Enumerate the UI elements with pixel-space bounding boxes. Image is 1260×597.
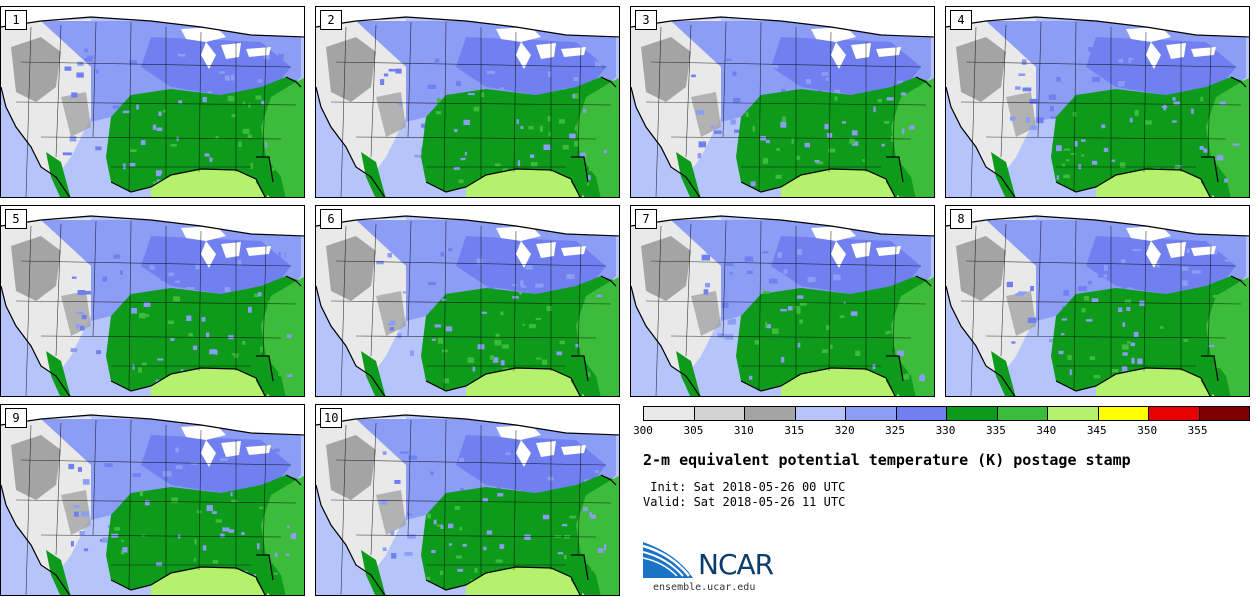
colorbar-segment — [1199, 407, 1249, 420]
colorbar-tick-label: 320 — [834, 424, 855, 437]
colorbar-segment — [1048, 407, 1099, 420]
ensemble-member-map: 4 — [945, 6, 1250, 198]
colorbar-tick-label: 300 — [633, 424, 653, 437]
colorbar-ticks: 300 305 310 315 320 325 330 335 340 345 350 355 — [633, 424, 1253, 440]
colorbar-tick-label: 345 — [1086, 424, 1107, 437]
colorbar-segment — [1149, 407, 1200, 420]
colorbar-segment — [997, 407, 1048, 420]
member-number-label: 6 — [320, 209, 342, 229]
colorbar-segment — [694, 407, 745, 420]
colorbar-tick-label: 325 — [885, 424, 906, 437]
colorbar-tick-label: 355 — [1187, 424, 1208, 437]
colorbar-tick-label: 315 — [784, 424, 805, 437]
colorbar-tick-label: 305 — [683, 424, 704, 437]
colorbar-segment — [947, 407, 998, 420]
member-number-label: 10 — [320, 408, 343, 428]
ensemble-member-map: 9 — [0, 404, 305, 596]
member-number-label: 5 — [5, 209, 27, 229]
colorbar-tick-label: 330 — [935, 424, 956, 437]
member-number-label: 8 — [950, 209, 972, 229]
ensemble-member-map: 10 — [315, 404, 620, 596]
ensemble-member-map: 3 — [630, 6, 935, 198]
website-link[interactable]: ensemble.ucar.edu — [653, 582, 756, 593]
colorbar-segment — [745, 407, 796, 420]
member-number-label: 9 — [5, 408, 27, 428]
colorbar-tick-label: 310 — [733, 424, 754, 437]
ensemble-member-map: 1 — [0, 6, 305, 198]
colorbar-tick-label: 350 — [1137, 424, 1158, 437]
member-number-label: 7 — [635, 209, 657, 229]
colorbar-tick-label: 340 — [1036, 424, 1057, 437]
colorbar — [643, 406, 1250, 421]
ensemble-member-map: 6 — [315, 205, 620, 397]
ensemble-member-map: 7 — [630, 205, 935, 397]
member-number-label: 3 — [635, 10, 657, 30]
colorbar-segment — [644, 407, 695, 420]
member-number-label: 2 — [320, 10, 342, 30]
member-number-label: 1 — [5, 10, 27, 30]
init-time: Init: Sat 2018-05-26 00 UTC — [643, 480, 846, 494]
colorbar-segment — [1098, 407, 1149, 420]
ensemble-member-map: 8 — [945, 205, 1250, 397]
ensemble-member-map: 2 — [315, 6, 620, 198]
colorbar-tick-label: 335 — [985, 424, 1006, 437]
ensemble-member-map: 5 — [0, 205, 305, 397]
ncar-logo-icon — [643, 542, 693, 578]
colorbar-segment — [846, 407, 897, 420]
valid-time: Valid: Sat 2018-05-26 11 UTC — [643, 495, 846, 509]
member-number-label: 4 — [950, 10, 972, 30]
colorbar-segment — [896, 407, 947, 420]
chart-title: 2-m equivalent potential temperature (K)… — [643, 451, 1131, 469]
colorbar-segment — [795, 407, 846, 420]
logo-text: NCAR — [698, 548, 774, 581]
